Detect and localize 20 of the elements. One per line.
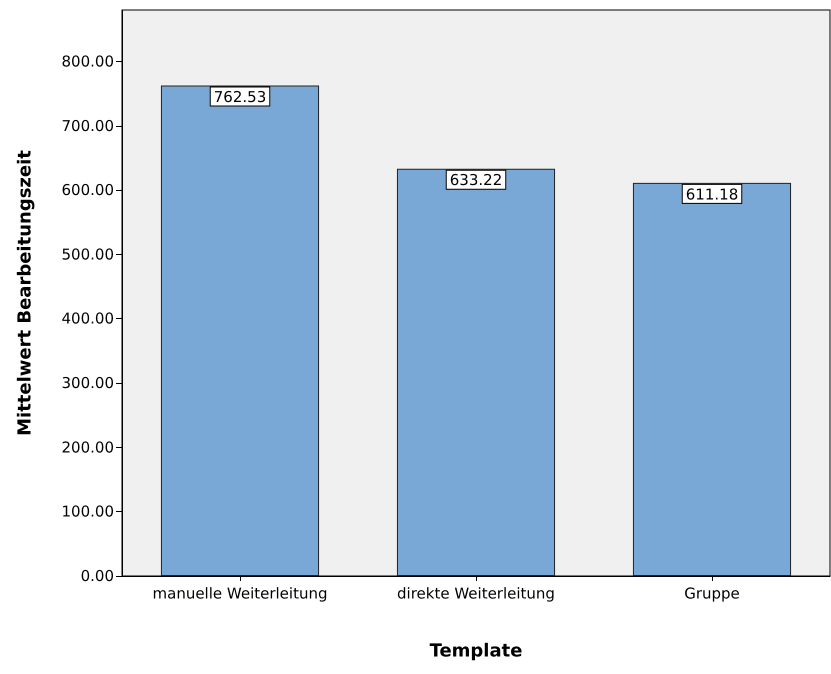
y-tick-label: 100.00 [62, 502, 114, 521]
bar [160, 86, 320, 576]
y-axis-title: Mittelwert Bearbeitungszeit [14, 150, 36, 436]
y-tick-label: 800.00 [62, 52, 114, 70]
bar [632, 182, 792, 576]
y-tick-label: 600.00 [62, 181, 114, 200]
y-tick-label: 200.00 [62, 438, 114, 456]
data-label: 611.18 [686, 185, 738, 204]
y-tick-label: 700.00 [62, 116, 114, 135]
x-axis-title: Template [430, 640, 522, 662]
y-tick-label: 500.00 [62, 245, 114, 264]
y-tick-label: 0.00 [80, 567, 114, 585]
x-tick-label: Gruppe [684, 584, 740, 602]
x-tick-label: direkte Weiterleitung [397, 584, 555, 602]
bar [396, 168, 556, 576]
x-tick-label: manuelle Weiterleitung [152, 584, 328, 602]
data-label: 633.22 [450, 171, 502, 190]
data-label: 762.53 [214, 88, 266, 106]
y-tick-label: 400.00 [62, 310, 114, 328]
y-tick-label: 300.00 [62, 374, 114, 392]
